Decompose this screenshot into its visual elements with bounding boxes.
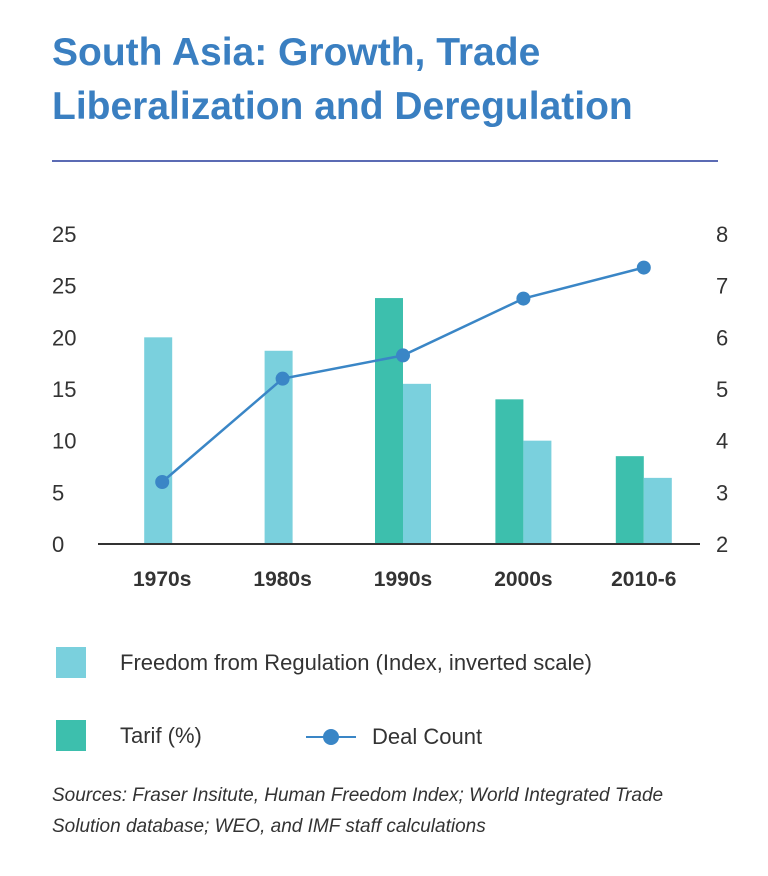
page-title: South Asia: Growth, Trade Liberalization… xyxy=(52,26,742,134)
legend-tarif: Tarif (%) xyxy=(56,720,202,751)
right-tick-label: 2 xyxy=(716,532,728,557)
legend-deal-label: Deal Count xyxy=(372,724,483,749)
deal-count-line-layer xyxy=(155,260,651,489)
right-tick-label: 6 xyxy=(716,325,728,350)
legend-freedom-swatch xyxy=(56,647,86,678)
title-line-2: Liberalization and Deregulation xyxy=(52,85,633,128)
left-tick-label: 5 xyxy=(52,480,64,505)
bar-tarif-2010-6 xyxy=(615,456,644,544)
right-tick-label: 4 xyxy=(716,429,728,454)
category-label-1970s: 1970s xyxy=(133,568,191,591)
bar-freedom-1990s xyxy=(403,383,431,544)
right-tick-label: 8 xyxy=(716,222,728,247)
category-label-1990s: 1990s xyxy=(374,568,432,591)
source-line-1: Sources: Fraser Insitute, Human Freedom … xyxy=(52,785,664,806)
title-line-1: South Asia: Growth, Trade xyxy=(52,31,541,74)
right-tick-label: 7 xyxy=(716,274,728,299)
deal-count-point-1970s xyxy=(155,475,170,489)
right-tick-label: 3 xyxy=(716,480,728,505)
bar-freedom-2000s xyxy=(523,440,552,544)
left-tick-label: 10 xyxy=(52,429,76,454)
legend-tarif-swatch xyxy=(56,720,86,751)
bars-layer xyxy=(144,298,672,544)
category-label-2010-6: 2010-6 xyxy=(611,568,676,591)
left-tick-label: 25 xyxy=(52,274,76,299)
bar-tarif-1990s xyxy=(375,298,403,544)
deal-count-point-1990s xyxy=(396,348,410,363)
category-label-2000s: 2000s xyxy=(494,568,552,591)
left-tick-label: 25 xyxy=(52,222,76,247)
legend-freedom-label: Freedom from Regulation (Index, inverted… xyxy=(120,649,592,675)
combo-chart: 0 5 10 15 20 25 25 2 3 4 5 6 7 8 1970s 1980s 1990s 2000… xyxy=(52,222,728,591)
left-tick-label: 15 xyxy=(52,377,76,402)
source-line-2: Solution database; WEO, and IMF staff ca… xyxy=(52,816,486,837)
bar-freedom-2010-6 xyxy=(643,477,672,544)
category-labels: 1970s 1980s 1990s 2000s 2010-6 xyxy=(133,568,676,591)
bar-tarif-2000s xyxy=(495,399,524,544)
left-tick-label: 20 xyxy=(52,325,76,350)
deal-count-point-2000s xyxy=(516,291,531,306)
left-axis-ticks: 0 5 10 15 20 25 25 xyxy=(52,222,76,557)
right-axis-ticks: 2 3 4 5 6 7 8 xyxy=(716,222,728,557)
deal-count-point-2010-6 xyxy=(636,260,651,275)
legend-deal: Deal Count xyxy=(306,724,482,750)
legend-freedom: Freedom from Regulation (Index, inverted… xyxy=(56,647,592,678)
left-tick-label: 0 xyxy=(52,532,64,557)
legend-deal-marker xyxy=(306,727,356,747)
deal-count-point-1980s xyxy=(275,371,290,386)
legend-tarif-label: Tarif (%) xyxy=(120,722,202,748)
source-note: Sources: Fraser Insitute, Human Freedom … xyxy=(52,780,732,842)
title-divider xyxy=(52,160,718,162)
category-label-1980s: 1980s xyxy=(253,568,311,591)
right-tick-label: 5 xyxy=(716,377,728,402)
bar-freedom-1970s xyxy=(144,337,173,544)
